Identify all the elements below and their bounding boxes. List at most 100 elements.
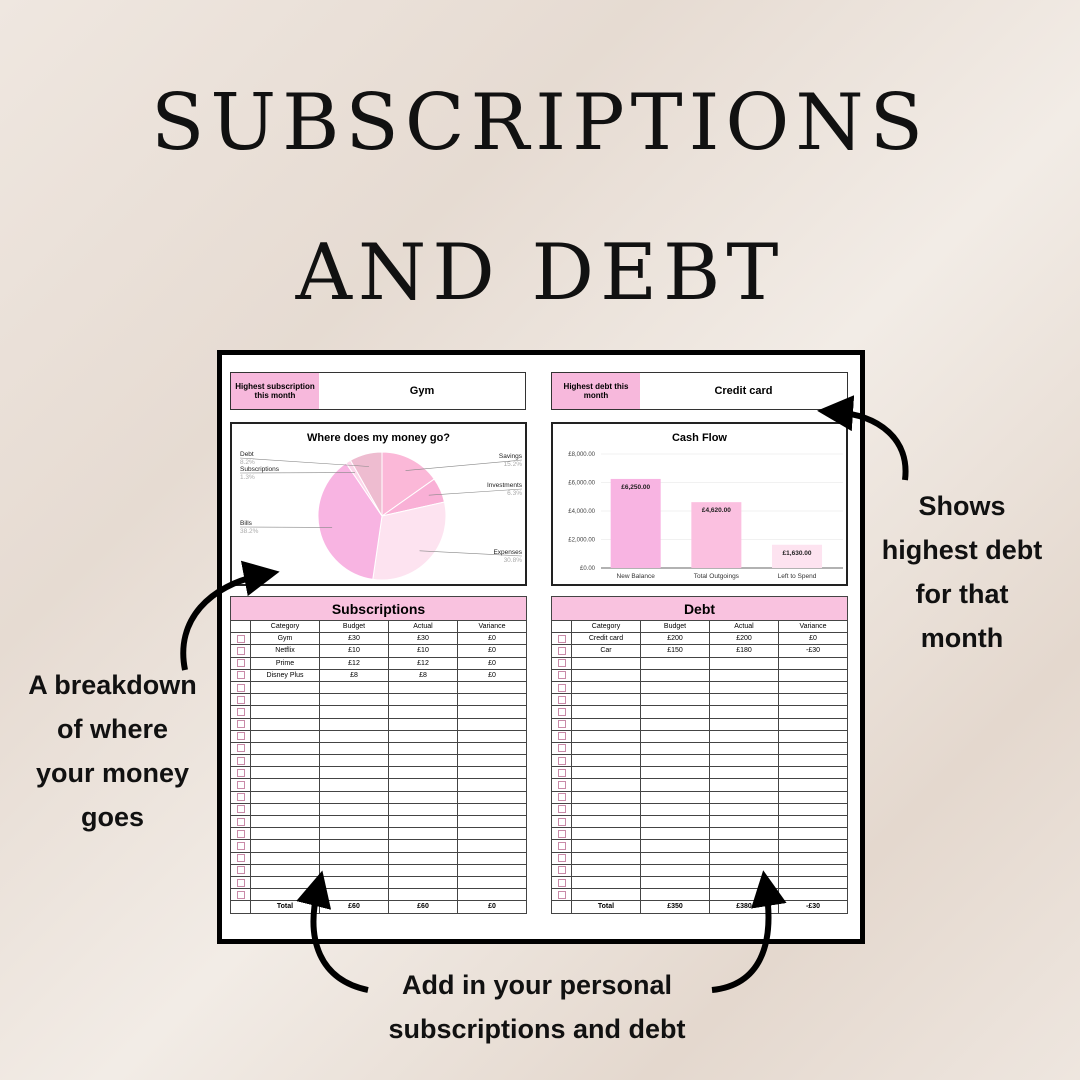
table-cell[interactable]	[777, 827, 849, 841]
table-cell[interactable]	[250, 766, 320, 780]
table-cell[interactable]	[456, 778, 528, 792]
checkbox-icon[interactable]	[557, 744, 566, 753]
table-cell[interactable]	[709, 851, 779, 865]
table-cell[interactable]	[571, 863, 641, 877]
checkbox-icon[interactable]	[557, 878, 566, 887]
table-cell[interactable]	[571, 839, 641, 853]
table-cell[interactable]	[709, 875, 779, 890]
checkbox-icon[interactable]	[557, 841, 566, 850]
table-cell[interactable]	[388, 863, 458, 877]
table-cell[interactable]	[456, 680, 528, 695]
row-checkbox[interactable]	[551, 766, 572, 780]
table-cell[interactable]	[640, 790, 710, 804]
table-cell[interactable]	[388, 790, 458, 804]
checkbox-icon[interactable]	[557, 768, 566, 777]
table-cell[interactable]	[250, 875, 320, 890]
table-cell[interactable]	[640, 668, 710, 682]
table-cell[interactable]	[777, 680, 849, 695]
table-cell[interactable]	[250, 729, 320, 743]
table-cell[interactable]	[571, 717, 641, 731]
table-cell[interactable]	[777, 802, 849, 817]
checkbox-icon[interactable]	[557, 683, 566, 692]
table-cell[interactable]: £200	[640, 632, 710, 646]
table-cell[interactable]: Gym	[250, 632, 320, 646]
table-cell[interactable]	[709, 705, 779, 719]
table-cell[interactable]	[319, 729, 389, 743]
checkbox-icon[interactable]	[236, 695, 245, 704]
table-cell[interactable]	[388, 717, 458, 731]
table-cell[interactable]	[388, 827, 458, 841]
table-cell[interactable]	[319, 851, 389, 865]
table-cell[interactable]	[456, 705, 528, 719]
table-cell[interactable]	[640, 851, 710, 865]
row-checkbox[interactable]	[551, 790, 572, 804]
table-cell[interactable]	[709, 827, 779, 841]
row-checkbox[interactable]	[230, 632, 251, 646]
table-cell[interactable]	[250, 790, 320, 804]
checkbox-icon[interactable]	[236, 671, 245, 680]
table-cell[interactable]: £150	[640, 644, 710, 658]
table-cell[interactable]	[709, 766, 779, 780]
table-cell[interactable]	[777, 729, 849, 743]
row-checkbox[interactable]	[230, 827, 251, 841]
table-cell[interactable]	[250, 863, 320, 877]
table-cell[interactable]	[319, 839, 389, 853]
row-checkbox[interactable]	[230, 741, 251, 756]
table-cell[interactable]: Car	[571, 644, 641, 658]
table-cell[interactable]	[571, 680, 641, 695]
table-cell[interactable]: Netflix	[250, 644, 320, 658]
row-checkbox[interactable]	[230, 839, 251, 853]
table-cell[interactable]	[250, 717, 320, 731]
checkbox-icon[interactable]	[557, 793, 566, 802]
checkbox-icon[interactable]	[236, 805, 245, 814]
table-cell[interactable]	[456, 741, 528, 756]
checkbox-icon[interactable]	[557, 781, 566, 790]
table-cell[interactable]: £30	[388, 632, 458, 646]
table-cell[interactable]	[777, 875, 849, 890]
table-cell[interactable]	[571, 741, 641, 756]
table-cell[interactable]	[250, 778, 320, 792]
row-checkbox[interactable]	[551, 668, 572, 682]
table-cell[interactable]	[250, 839, 320, 853]
row-checkbox[interactable]	[551, 693, 572, 707]
checkbox-icon[interactable]	[236, 683, 245, 692]
row-checkbox[interactable]	[230, 790, 251, 804]
table-cell[interactable]	[709, 790, 779, 804]
row-checkbox[interactable]	[551, 863, 572, 877]
checkbox-icon[interactable]	[557, 659, 566, 668]
table-cell[interactable]	[250, 754, 320, 768]
row-checkbox[interactable]	[551, 717, 572, 731]
table-cell[interactable]	[319, 766, 389, 780]
row-checkbox[interactable]	[230, 814, 251, 829]
table-cell[interactable]: £10	[319, 644, 389, 658]
row-checkbox[interactable]	[230, 705, 251, 719]
table-cell[interactable]: Disney Plus	[250, 668, 320, 682]
table-cell[interactable]	[571, 888, 641, 902]
table-cell[interactable]	[456, 839, 528, 853]
table-cell[interactable]	[456, 717, 528, 731]
row-checkbox[interactable]	[551, 814, 572, 829]
table-cell[interactable]	[640, 814, 710, 829]
table-cell[interactable]: -£30	[777, 644, 849, 658]
table-cell[interactable]	[319, 814, 389, 829]
table-cell[interactable]	[456, 875, 528, 890]
table-cell[interactable]	[388, 705, 458, 719]
table-cell[interactable]	[250, 705, 320, 719]
checkbox-icon[interactable]	[236, 720, 245, 729]
checkbox-icon[interactable]	[236, 768, 245, 777]
table-cell[interactable]	[456, 766, 528, 780]
table-cell[interactable]	[709, 656, 779, 670]
row-checkbox[interactable]	[551, 632, 572, 646]
table-cell[interactable]	[571, 778, 641, 792]
checkbox-icon[interactable]	[236, 744, 245, 753]
table-cell[interactable]	[319, 754, 389, 768]
row-checkbox[interactable]	[230, 766, 251, 780]
checkbox-icon[interactable]	[236, 732, 245, 741]
row-checkbox[interactable]	[551, 888, 572, 902]
table-cell[interactable]	[709, 693, 779, 707]
checkbox-icon[interactable]	[557, 866, 566, 875]
table-cell[interactable]	[709, 729, 779, 743]
table-cell[interactable]: £180	[709, 644, 779, 658]
table-cell[interactable]	[640, 729, 710, 743]
table-cell[interactable]	[388, 802, 458, 817]
